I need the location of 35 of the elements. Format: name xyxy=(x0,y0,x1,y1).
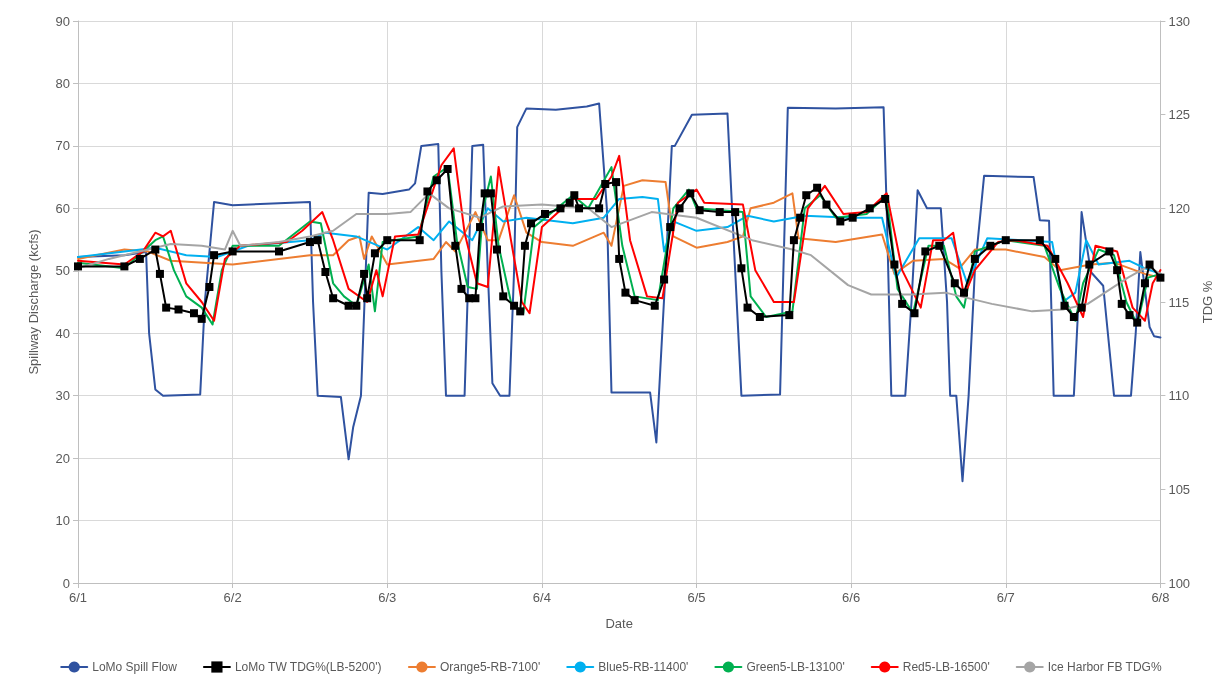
y-tick-label: 90 xyxy=(55,13,70,29)
y2-tick-label: 110 xyxy=(1168,388,1190,404)
y-tick-label: 50 xyxy=(55,263,70,279)
x-axis-title: Date xyxy=(605,616,633,631)
x-tick-label: 6/7 xyxy=(996,590,1015,605)
y-tick-label: 40 xyxy=(55,325,70,341)
y2-axis-title: TDG % xyxy=(1200,280,1215,324)
y2-tick-label: 130 xyxy=(1168,13,1191,29)
x-tick-label: 6/2 xyxy=(223,590,242,605)
y2-tick-label: 100 xyxy=(1168,575,1191,591)
x-tick-label: 6/1 xyxy=(68,590,88,605)
y2-tick-label: 105 xyxy=(1168,481,1191,497)
y-axis-title: Spillway Discharge (kcfs) xyxy=(26,229,41,375)
x-tick-label: 6/3 xyxy=(378,590,397,605)
x-tick-label: 6/4 xyxy=(532,590,551,605)
y-tick-label: 10 xyxy=(55,513,70,529)
y2-tick-label: 125 xyxy=(1168,107,1191,123)
legend-label: LoMo TW TDG%(LB-5200') xyxy=(234,660,382,674)
y-tick-label: 30 xyxy=(55,388,70,404)
legend-label: Red5-LB-16500' xyxy=(902,660,990,674)
y-tick-label: 80 xyxy=(55,75,70,91)
legend-label: Ice Harbor FB TDG% xyxy=(1047,660,1162,674)
legend-label: LoMo Spill Flow xyxy=(92,660,178,674)
y2-tick-label: 120 xyxy=(1168,200,1191,216)
y2-tick-label: 115 xyxy=(1168,294,1190,310)
legend-label: Blue5-RB-11400' xyxy=(598,660,689,674)
y-tick-label: 60 xyxy=(55,200,70,216)
y-tick-label: 0 xyxy=(62,575,70,591)
legend-label: Orange5-RB-7100' xyxy=(439,660,541,674)
legend-label: Green5-LB-13100' xyxy=(746,660,845,674)
x-tick-label: 6/8 xyxy=(1151,590,1170,605)
x-tick-label: 6/6 xyxy=(842,590,861,605)
y-tick-label: 70 xyxy=(55,138,70,154)
y-tick-label: 20 xyxy=(55,450,70,466)
x-tick-label: 6/5 xyxy=(687,590,706,605)
